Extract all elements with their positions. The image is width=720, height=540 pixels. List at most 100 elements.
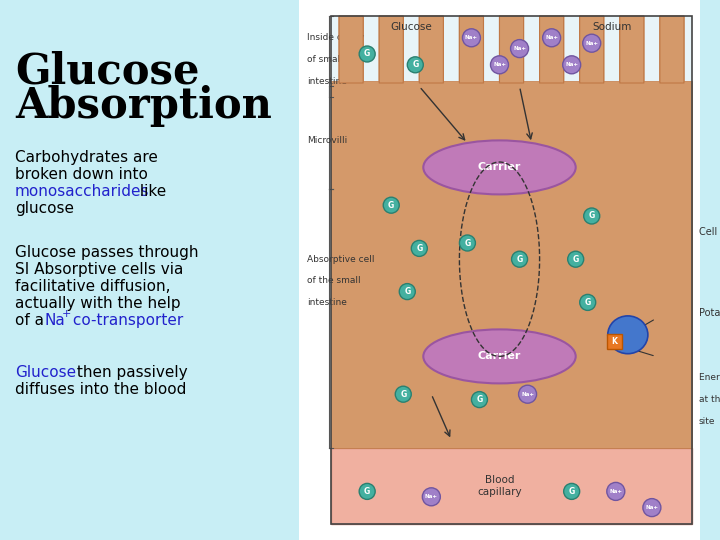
FancyBboxPatch shape [580,16,604,81]
Text: Absorption: Absorption [15,85,272,127]
Text: G: G [569,487,575,496]
Bar [331,16,692,524]
Text: monosaccharides: monosaccharides [15,184,150,199]
Text: Glucose: Glucose [15,365,76,380]
Text: Na+: Na+ [585,40,598,46]
Circle shape [510,39,528,58]
FancyBboxPatch shape [339,16,363,81]
FancyBboxPatch shape [339,16,363,83]
Text: broken down into: broken down into [15,167,148,182]
Text: Carrier: Carrier [478,352,521,361]
Bar [331,448,692,524]
Text: Na+: Na+ [545,35,558,40]
Text: Inside cavity: Inside cavity [307,33,364,42]
Text: Na+: Na+ [521,392,534,397]
Circle shape [518,385,536,403]
Text: G: G [585,298,591,307]
Text: Energy used: Energy used [699,374,720,382]
Circle shape [563,56,581,74]
Text: of small: of small [307,55,343,64]
FancyBboxPatch shape [419,16,444,81]
Text: Glucose: Glucose [15,50,199,92]
Circle shape [359,483,375,500]
Circle shape [564,483,580,500]
FancyBboxPatch shape [459,16,483,83]
FancyBboxPatch shape [419,16,444,83]
FancyBboxPatch shape [607,334,622,349]
Circle shape [607,482,625,501]
Text: site: site [699,417,716,426]
FancyBboxPatch shape [459,16,483,81]
Text: intestine: intestine [307,298,347,307]
Text: co-transporter: co-transporter [68,313,184,328]
FancyBboxPatch shape [660,16,684,83]
Text: G: G [364,487,370,496]
Text: actually with the help: actually with the help [15,296,181,311]
Circle shape [567,251,584,267]
Text: Na+: Na+ [513,46,526,51]
Ellipse shape [608,316,648,354]
Text: G: G [589,212,595,220]
Text: glucose: glucose [15,201,74,216]
Text: K: K [611,338,617,346]
Circle shape [582,34,600,52]
Bar [331,16,692,81]
Text: G: G [412,60,418,69]
Text: at this pump: at this pump [699,395,720,404]
FancyBboxPatch shape [620,16,644,81]
Text: G: G [400,390,406,399]
Circle shape [395,386,411,402]
Text: then passively: then passively [72,365,188,380]
Text: Glucose passes through: Glucose passes through [15,245,199,260]
Text: Na+: Na+ [465,35,478,40]
Ellipse shape [423,140,576,194]
FancyBboxPatch shape [539,16,564,81]
Text: G: G [416,244,423,253]
Bar [299,0,700,540]
Text: Sodium: Sodium [592,22,631,32]
Text: Na: Na [44,313,65,328]
Text: Na+: Na+ [565,62,578,68]
FancyBboxPatch shape [500,16,523,81]
Text: Carbohydrates are: Carbohydrates are [15,150,158,165]
Circle shape [459,235,475,251]
Text: G: G [572,255,579,264]
Bar [331,81,692,448]
Text: G: G [404,287,410,296]
Text: Na+: Na+ [493,62,506,68]
Text: facilitative diffusion,: facilitative diffusion, [15,279,171,294]
Text: Microvilli: Microvilli [307,136,347,145]
Circle shape [472,392,487,408]
Text: G: G [364,50,370,58]
Text: Carrier: Carrier [478,163,521,172]
Circle shape [584,208,600,224]
Circle shape [462,29,480,47]
Text: G: G [388,201,395,210]
Text: G: G [516,255,523,264]
Text: of the small: of the small [307,276,361,285]
Circle shape [511,251,528,267]
FancyBboxPatch shape [580,16,604,83]
Text: of a: of a [15,313,49,328]
Text: Cell space: Cell space [699,227,720,237]
Circle shape [408,57,423,73]
Text: intestine: intestine [307,77,347,85]
Circle shape [580,294,595,310]
Text: SI Absorptive cells via: SI Absorptive cells via [15,262,184,277]
Circle shape [423,488,441,506]
Circle shape [400,284,415,300]
Text: Glucose: Glucose [390,22,432,32]
Text: Potassium: Potassium [699,308,720,318]
Circle shape [643,498,661,517]
Ellipse shape [423,329,576,383]
FancyBboxPatch shape [379,16,403,81]
Circle shape [411,240,427,256]
FancyBboxPatch shape [500,16,523,83]
Circle shape [359,46,375,62]
FancyBboxPatch shape [620,16,644,83]
Text: Na+: Na+ [609,489,622,494]
Text: Na+: Na+ [645,505,658,510]
Text: G: G [464,239,471,247]
Circle shape [490,56,508,74]
Text: +: + [62,309,71,319]
